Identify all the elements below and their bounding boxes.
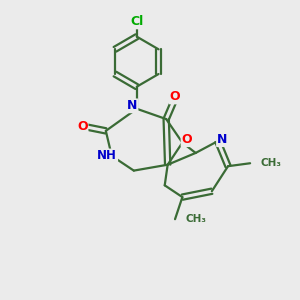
Text: O: O — [77, 120, 88, 133]
Text: CH₃: CH₃ — [185, 214, 206, 224]
Text: O: O — [170, 91, 180, 103]
Text: N: N — [127, 99, 137, 112]
Text: O: O — [182, 133, 192, 146]
Text: N: N — [217, 133, 227, 146]
Text: CH₃: CH₃ — [260, 158, 281, 168]
Text: NH: NH — [98, 149, 117, 162]
Text: Cl: Cl — [130, 15, 143, 28]
